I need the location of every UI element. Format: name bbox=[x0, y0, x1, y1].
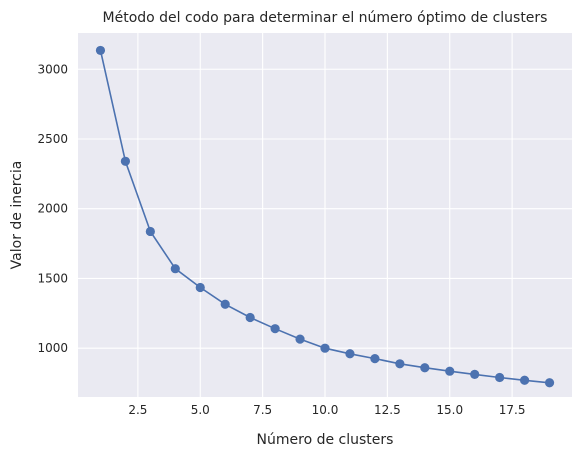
x-tick-label: 17.5 bbox=[499, 403, 526, 417]
data-point bbox=[170, 264, 180, 274]
x-tick-labels: 2.5 5.0 7.5 10.0 12.5 15.0 17.5 bbox=[128, 403, 525, 417]
data-point bbox=[345, 349, 355, 359]
chart-title: Método del codo para determinar el númer… bbox=[103, 10, 548, 26]
y-tick-label: 2000 bbox=[37, 202, 68, 216]
data-point bbox=[145, 226, 155, 237]
data-point bbox=[320, 343, 330, 353]
x-axis-title: Número de clusters bbox=[257, 432, 394, 448]
data-point bbox=[245, 312, 255, 323]
data-point bbox=[295, 334, 305, 344]
data-point bbox=[220, 299, 230, 309]
y-gridlines bbox=[78, 68, 572, 349]
x-gridlines bbox=[137, 33, 513, 397]
y-tick-label: 1000 bbox=[37, 341, 68, 355]
y-axis-title: Valor de inercia bbox=[9, 161, 25, 270]
x-tick-label: 15.0 bbox=[436, 403, 463, 417]
data-point bbox=[270, 324, 280, 334]
data-point bbox=[370, 354, 380, 364]
data-point bbox=[95, 45, 106, 56]
x-tick-label: 10.0 bbox=[312, 403, 339, 417]
data-point bbox=[420, 363, 430, 373]
y-tick-label: 1500 bbox=[37, 271, 68, 285]
data-point bbox=[495, 372, 505, 383]
data-point bbox=[544, 378, 555, 388]
x-tick-label: 12.5 bbox=[374, 403, 401, 417]
y-tick-labels: 1000 1500 2000 2500 3000 bbox=[37, 62, 68, 355]
y-tick-label: 2500 bbox=[37, 132, 68, 146]
data-point bbox=[395, 359, 405, 369]
y-tick-label: 3000 bbox=[37, 62, 68, 76]
data-point bbox=[519, 375, 530, 385]
data-point bbox=[120, 156, 131, 166]
data-point bbox=[445, 366, 455, 376]
x-tick-label: 2.5 bbox=[128, 403, 147, 417]
data-point bbox=[195, 282, 205, 293]
x-tick-label: 7.5 bbox=[253, 403, 272, 417]
series-layer bbox=[95, 45, 555, 388]
data-point bbox=[470, 369, 480, 380]
x-tick-label: 5.0 bbox=[191, 403, 210, 417]
